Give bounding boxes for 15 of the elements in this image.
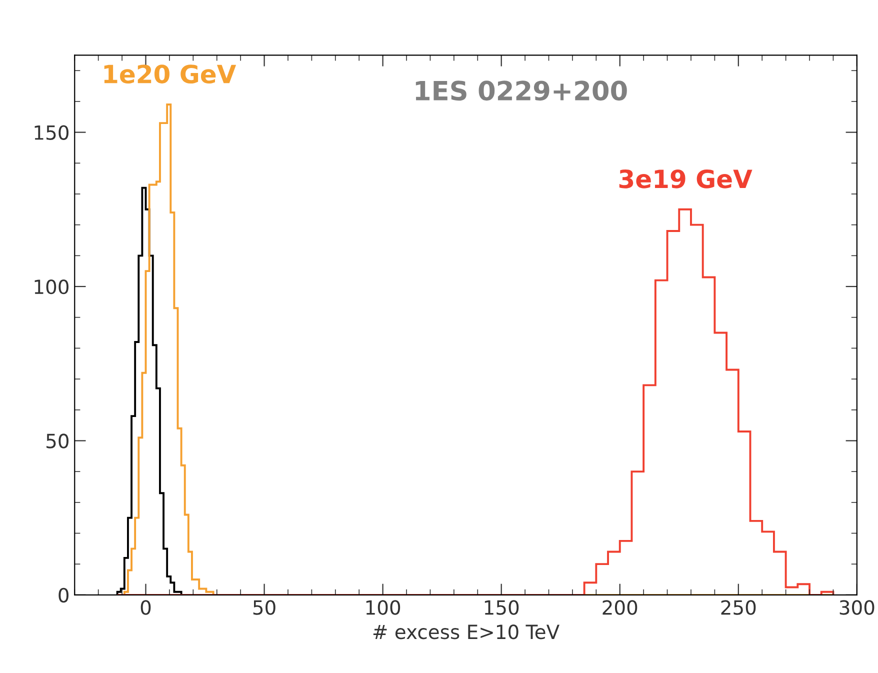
x-tick-label: 300 — [840, 600, 874, 615]
x-tick-label: 0 — [140, 600, 151, 615]
series-label: 3e19 GeV — [619, 169, 752, 188]
x-axis-title: # excess E>10 TeV — [373, 624, 560, 640]
y-tick-label: 0 — [58, 588, 68, 603]
series-label: 1e20 GeV — [104, 64, 236, 84]
y-tick-label: 100 — [34, 279, 68, 294]
x-tick-label: 100 — [366, 600, 400, 615]
text: 1ES 0229+200 — [416, 80, 627, 101]
x-tick-label: 200 — [602, 600, 638, 615]
x-tick-label: 50 — [253, 600, 276, 615]
x-tick-label: 250 — [721, 600, 756, 615]
x-tick-label: 150 — [484, 600, 519, 615]
y-tick-label: 150 — [34, 125, 68, 140]
y-tick-label: 50 — [46, 434, 68, 448]
